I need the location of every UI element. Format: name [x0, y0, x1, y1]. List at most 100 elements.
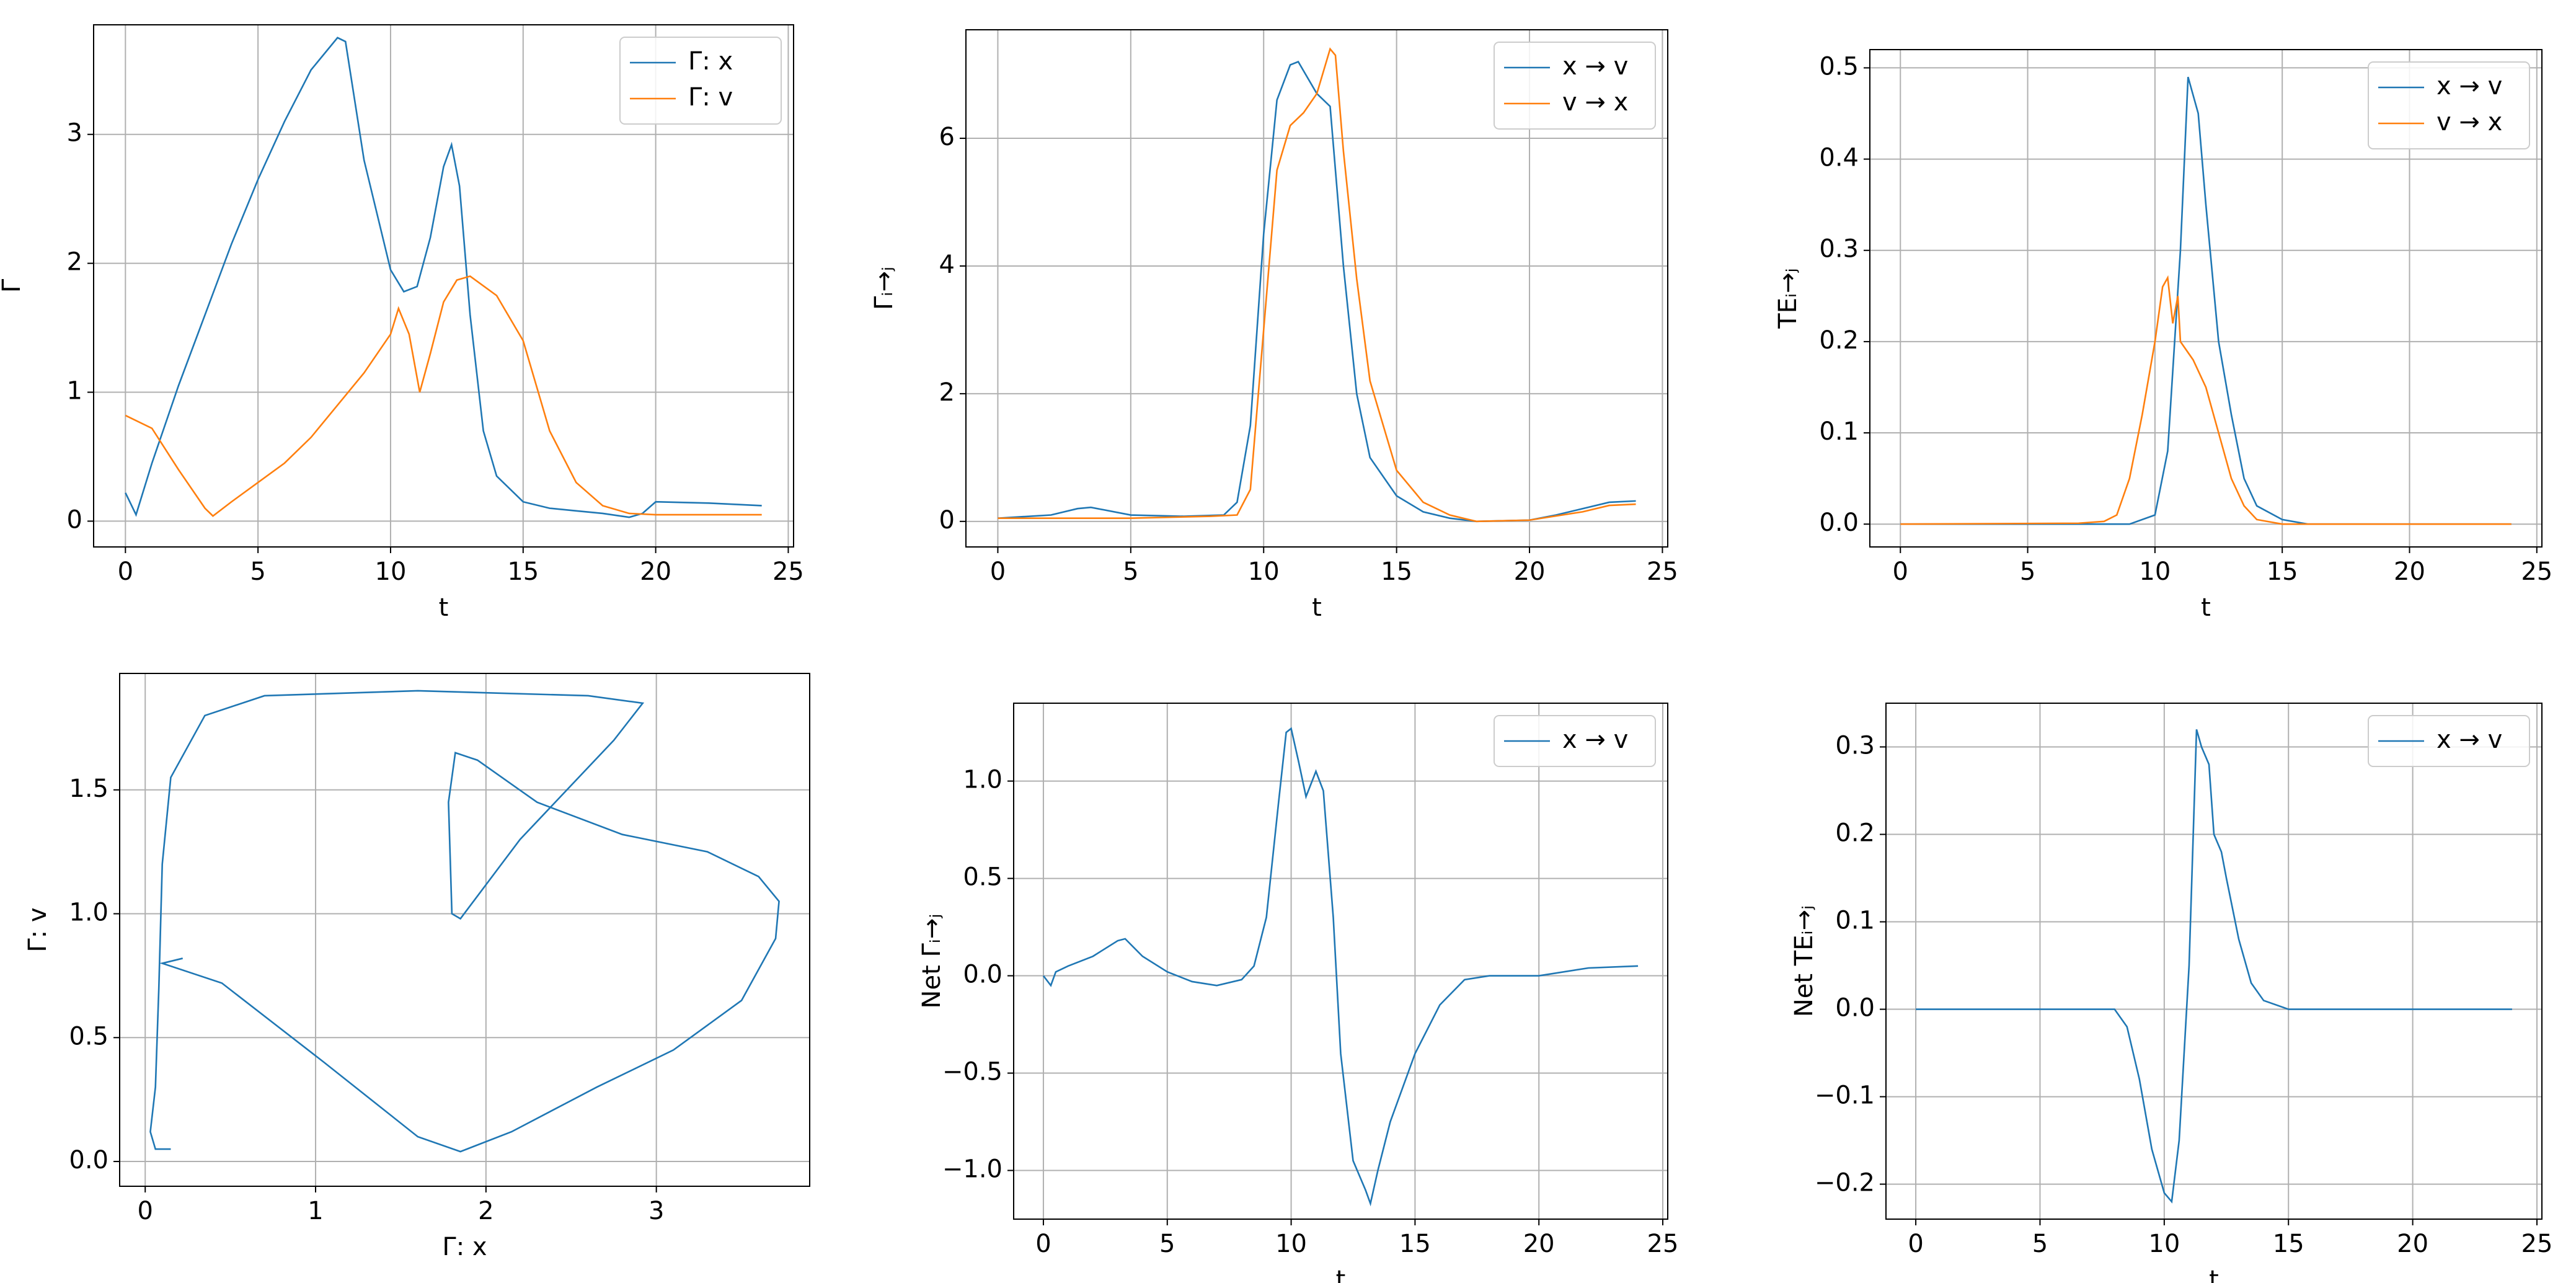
x-tick-label: 0 [990, 557, 1006, 586]
series-line [125, 37, 762, 518]
plot-frame [1013, 703, 1668, 1220]
y-axis-label: Γ: v [24, 907, 52, 952]
x-tick-label: 10 [375, 557, 407, 586]
y-tick-label: −0.5 [942, 1058, 1003, 1086]
x-tick-label: 10 [2148, 1230, 2180, 1258]
series-line [1042, 727, 1639, 1207]
x-tick-label: 20 [2397, 1230, 2428, 1258]
x-tick-label: 15 [2273, 1230, 2304, 1258]
x-axis-label: t [2209, 1266, 2219, 1283]
y-tick-label: 0.2 [1835, 819, 1875, 848]
y-tick-label: 1.5 [69, 775, 108, 803]
x-tick-label: 25 [2521, 557, 2552, 586]
x-tick-label: 5 [1159, 1230, 1175, 1258]
y-tick-label: −0.1 [1815, 1081, 1875, 1110]
x-axis-label: Γ: x [442, 1233, 487, 1261]
legend-box [2368, 715, 2530, 767]
subplot: 0 5 10 15 20 25 −0.2 −0.1 0.0 0.1 0.2 0.3 t Net TEᵢ→ⱼ… [1790, 703, 2552, 1283]
legend-label: x → v [2437, 726, 2502, 754]
y-tick-label: 1.0 [963, 766, 1003, 794]
x-tick-label: 5 [2020, 557, 2035, 586]
y-axis-label: Net TEᵢ→ⱼ [1790, 905, 1818, 1017]
x-tick-label: 25 [2521, 1230, 2553, 1258]
legend-box [2368, 61, 2530, 149]
x-tick-label: 10 [2139, 557, 2171, 586]
series-line [1916, 729, 2512, 1204]
y-tick-label: 1 [67, 377, 82, 406]
y-tick-label: 0.0 [69, 1146, 108, 1174]
x-tick-label: 15 [2267, 557, 2298, 586]
y-tick-label: 0.5 [963, 863, 1003, 892]
x-tick-label: 0 [118, 557, 133, 586]
legend-label: v → x [2437, 108, 2502, 136]
y-axis-label: Net Γᵢ→ⱼ [918, 914, 946, 1009]
y-tick-label: 4 [939, 251, 955, 279]
x-tick-label: 0 [1893, 557, 1908, 586]
x-tick-label: 25 [772, 557, 804, 586]
y-tick-label: 6 [939, 123, 955, 151]
x-tick-label: 0 [1908, 1230, 1923, 1258]
y-tick-label: 0.0 [1819, 508, 1859, 537]
x-axis-label: t [1312, 593, 1322, 622]
x-tick-label: 1 [308, 1197, 323, 1225]
plot-frame [93, 24, 794, 548]
y-tick-label: 0.5 [1819, 52, 1859, 81]
x-tick-label: 15 [1399, 1230, 1431, 1258]
x-tick-label: 20 [2394, 557, 2425, 586]
plot-area [1886, 703, 2542, 1219]
x-tick-label: 5 [2032, 1230, 2048, 1258]
x-axis-label: t [1336, 1266, 1346, 1283]
plot-frame [965, 29, 1668, 548]
y-tick-label: 3 [67, 119, 82, 148]
legend-label: Γ: x [688, 47, 733, 76]
y-tick-label: −1.0 [942, 1155, 1003, 1184]
legend-box [1494, 715, 1656, 767]
subplot: 0 5 10 15 20 25 0 1 2 3 t Γ Γ: x Γ: v [0, 24, 804, 622]
x-tick-label: 10 [1248, 557, 1280, 586]
series-line [125, 275, 762, 517]
y-tick-label: 0.3 [1819, 235, 1859, 264]
y-tick-label: 0.0 [963, 961, 1003, 989]
subplot: 0 5 10 15 20 25 0 2 4 6 t Γᵢ→ⱼ x → v v → x [870, 29, 1678, 622]
y-tick-label: 1.0 [69, 899, 108, 927]
y-axis-label: Γ [0, 278, 26, 293]
x-tick-label: 5 [1123, 557, 1138, 586]
legend-box [1494, 42, 1656, 130]
x-tick-label: 0 [137, 1197, 153, 1225]
y-tick-label: −0.2 [1815, 1169, 1875, 1197]
series-line [149, 690, 780, 1153]
y-axis-label: Γᵢ→ⱼ [870, 267, 898, 310]
x-axis-label: t [2201, 593, 2211, 622]
x-tick-label: 25 [1647, 1230, 1679, 1258]
plot-area [120, 673, 810, 1186]
x-tick-label: 2 [478, 1197, 494, 1225]
x-tick-label: 5 [250, 557, 265, 586]
x-tick-label: 25 [1647, 557, 1678, 586]
legend-label: x → v [1562, 52, 1628, 81]
x-tick-label: 10 [1275, 1230, 1307, 1258]
y-tick-label: 0.2 [1819, 326, 1859, 355]
legend-label: x → v [2437, 72, 2502, 100]
legend-label: x → v [1562, 726, 1628, 754]
plot-frame [1885, 703, 2543, 1220]
legend-label: v → x [1562, 88, 1628, 117]
series-line [998, 47, 1636, 523]
plot-frame [119, 673, 810, 1187]
x-tick-label: 20 [1514, 557, 1546, 586]
y-tick-label: 0.0 [1835, 994, 1875, 1023]
y-tick-label: 0.1 [1835, 907, 1875, 935]
x-tick-label: 20 [1523, 1230, 1555, 1258]
x-tick-label: 0 [1035, 1230, 1051, 1258]
y-tick-label: 0.4 [1819, 144, 1859, 172]
plot-frame [1869, 49, 2543, 548]
plot-area [1014, 703, 1668, 1219]
series-line [1900, 275, 2512, 525]
y-tick-label: 0 [939, 506, 955, 535]
y-tick-label: 0.1 [1819, 417, 1859, 446]
subplot: 0 1 2 3 0.0 0.5 1.0 1.5 Γ: x Γ: v [24, 673, 810, 1261]
y-tick-label: 0.5 [69, 1022, 108, 1050]
subplot: 0 5 10 15 20 25 0.0 0.1 0.2 0.3 0.4 0.5 t TEᵢ→ⱼ x → v v… [1774, 49, 2552, 622]
legend-label: Γ: v [688, 83, 733, 112]
y-tick-label: 2 [67, 248, 82, 277]
y-tick-label: 0.3 [1835, 732, 1875, 760]
